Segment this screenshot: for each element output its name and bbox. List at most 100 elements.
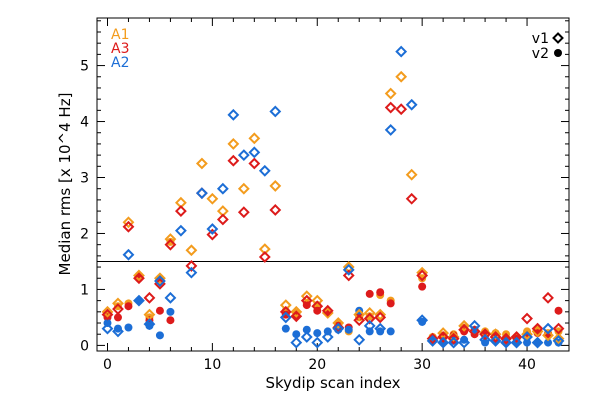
- a1-v1-point: [122, 216, 135, 229]
- a3-v1-point: [237, 206, 250, 219]
- a1-v1-point: [269, 179, 282, 192]
- a3-v2-point: [554, 306, 563, 315]
- a3-v2-point: [124, 302, 133, 311]
- y-tick-label: 0: [80, 338, 89, 354]
- a3-v2-point: [376, 288, 385, 297]
- y-tick-label: 1: [80, 282, 89, 298]
- a3-v1-point: [395, 103, 408, 116]
- a2-v1-point: [185, 266, 198, 279]
- a1-v2-point: [166, 237, 175, 246]
- a3-v1-point: [258, 251, 271, 263]
- a2-v1-point: [164, 291, 177, 304]
- a2-v1-point: [521, 331, 533, 343]
- a2-v2-point: [313, 329, 322, 338]
- a2-v1-point: [426, 335, 439, 347]
- a2-v2-point: [544, 338, 553, 347]
- a2-v2-point: [292, 330, 301, 339]
- a3-v1-point: [342, 269, 355, 282]
- a3-v1-point: [279, 305, 292, 318]
- x-tick-label: 40: [518, 357, 536, 373]
- a1-v1-point: [101, 305, 114, 318]
- a2-v2-point: [302, 325, 311, 334]
- a2-v1-point: [489, 335, 502, 347]
- a2-v1-point: [154, 275, 166, 287]
- a1-v1-point: [112, 297, 124, 310]
- a2-v1-point: [143, 318, 156, 331]
- a3-v1-point: [269, 204, 282, 216]
- a2-v1-point: [447, 336, 460, 349]
- a2-v1-point: [122, 248, 135, 261]
- a2-v2-point: [281, 324, 290, 333]
- y-axis-title: Median rms [x 10^4 Hz]: [56, 93, 74, 276]
- a1-v1-point: [311, 294, 324, 307]
- a2-v1-point: [311, 336, 324, 349]
- a1-v1-point: [353, 308, 366, 321]
- a3-v1-point: [353, 314, 366, 327]
- a3-v1-point: [290, 310, 303, 323]
- plot-frame: [96, 17, 570, 352]
- a1-v1-point: [521, 328, 533, 341]
- a1-v1-point: [447, 331, 460, 343]
- a3-v1-point: [489, 331, 502, 343]
- a3-v1-point: [405, 192, 418, 205]
- a2-v2-point: [124, 323, 133, 332]
- a2-v1-point: [101, 322, 114, 335]
- a1-v1-point: [206, 192, 219, 205]
- a2-v1-point: [174, 224, 187, 237]
- a1-v1-point: [279, 299, 292, 312]
- a3-v1-point: [164, 238, 177, 251]
- a3-v1-point: [510, 331, 523, 343]
- a1-v1-point: [332, 317, 345, 329]
- data-marks: [101, 45, 565, 349]
- a2-v2-point: [376, 327, 385, 336]
- a3-v1-point: [531, 322, 544, 335]
- a3-v1-point: [248, 157, 261, 170]
- a3-v1-point: [542, 291, 554, 304]
- legend-filled-circle-icon: [554, 49, 562, 57]
- x-axis-title: Skydip scan index: [265, 374, 400, 392]
- a1-v1-point: [363, 307, 376, 319]
- a2-v1-point: [342, 263, 355, 276]
- a2-v1-point: [112, 325, 124, 338]
- a3-v1-point: [458, 323, 471, 336]
- legend-open-diamond-icon: [552, 32, 564, 44]
- y-tick-label: 3: [80, 171, 89, 187]
- a3-v2-point: [113, 313, 122, 322]
- a3-v1-point: [143, 291, 156, 304]
- a3-v1-point: [374, 311, 387, 324]
- a2-v1-point: [300, 331, 313, 343]
- a3-v2-point: [386, 299, 395, 308]
- a2-v1-point: [458, 336, 471, 349]
- a2-v2-point: [155, 331, 164, 340]
- a2-v1-point: [405, 98, 418, 111]
- a2-v1-point: [133, 294, 145, 307]
- a3-v1-point: [552, 322, 565, 335]
- a3-v1-point: [311, 300, 324, 313]
- legend-a3: A3: [111, 41, 129, 57]
- a3-v1-point: [185, 260, 198, 272]
- a3-v1-point: [447, 332, 460, 345]
- a1-v1-point: [552, 332, 565, 345]
- a2-v2-point: [481, 338, 490, 347]
- a1-v1-point: [237, 182, 250, 195]
- x-tick-label: 0: [103, 357, 112, 373]
- a3-v1-point: [101, 308, 114, 321]
- a3-v1-point: [384, 101, 397, 114]
- a3-v2-point: [418, 282, 427, 291]
- a3-v1-point: [321, 304, 334, 317]
- a1-v1-point: [185, 244, 198, 257]
- a1-v1-point: [154, 272, 166, 285]
- a1-v1-point: [290, 305, 303, 318]
- a2-v1-point: [321, 331, 334, 343]
- a3-v2-point: [281, 310, 290, 319]
- a2-v1-point: [552, 335, 565, 347]
- a1-v1-point: [227, 138, 240, 150]
- a2-v2-point: [460, 335, 469, 344]
- a2-v1-point: [258, 164, 271, 177]
- a3-v2-point: [365, 289, 374, 298]
- a2-v1-point: [363, 319, 376, 332]
- a2-v1-point: [248, 146, 261, 159]
- a1-v2-point: [113, 302, 122, 311]
- legend-a1: A1: [111, 27, 129, 43]
